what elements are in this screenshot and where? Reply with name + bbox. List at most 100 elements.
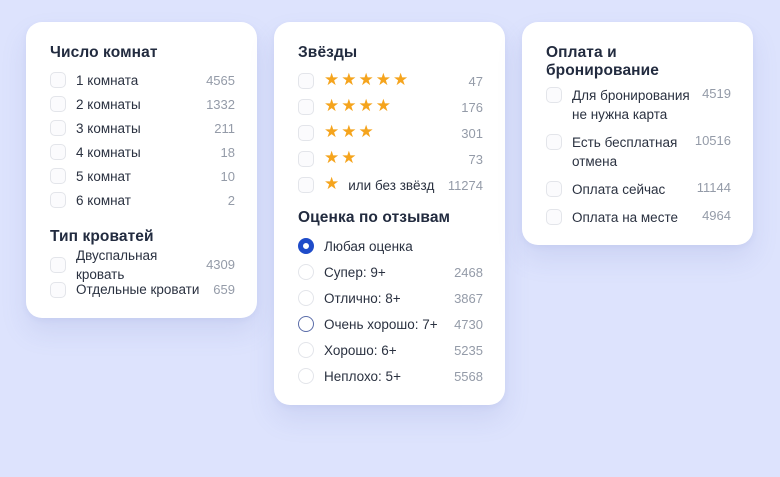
checkbox[interactable] — [50, 72, 66, 88]
room-count-option[interactable]: 6 комнат 2 — [50, 188, 235, 212]
rating-option[interactable]: Супер: 9+ 2468 — [298, 259, 483, 285]
filter-label: Очень хорошо: 7+ — [324, 316, 438, 332]
stars-rating-filter-card: Звёзды ★★★★★ 47 ★★★★ 176 ★★★ 301 ★★ 73 ★… — [274, 22, 505, 405]
beds-section-title: Тип кроватей — [50, 228, 154, 245]
star-filter-option[interactable]: ★ или без звёзд 11274 — [298, 172, 483, 198]
filter-label: Отлично: 8+ — [324, 290, 401, 306]
room-count-option[interactable]: 3 комнаты 211 — [50, 116, 235, 140]
result-count: 11144 — [696, 180, 731, 195]
rooms-filter-card: Число комнат 1 комната 4565 2 комнаты 13… — [26, 22, 257, 318]
four-stars-icon: ★★★★ — [324, 95, 393, 116]
bed-type-option[interactable]: Двуспальная кровать 4309 — [50, 248, 235, 282]
one-star-icon: ★ — [324, 173, 342, 194]
filter-label: Любая оценка — [324, 238, 413, 254]
filter-label: 2 комнаты — [76, 96, 141, 112]
radio-button[interactable] — [298, 264, 314, 280]
checkbox[interactable] — [50, 281, 66, 298]
room-count-option[interactable]: 2 комнаты 1332 — [50, 92, 235, 116]
room-count-option[interactable]: 5 комнат 10 — [50, 164, 235, 188]
filter-label: 3 комнаты — [76, 120, 141, 136]
rooms-section-title: Число комнат — [50, 44, 158, 61]
checkbox[interactable] — [298, 177, 314, 193]
two-stars-icon: ★★ — [324, 147, 359, 168]
filter-label: Двуспальная кровать — [76, 247, 158, 282]
result-count: 73 — [468, 151, 483, 167]
result-count: 3867 — [454, 290, 483, 306]
result-count: 211 — [214, 120, 235, 136]
checkbox[interactable] — [546, 134, 562, 150]
bed-type-option[interactable]: Отдельные кровати 659 — [50, 277, 235, 302]
result-count: 4309 — [206, 257, 235, 272]
rating-option[interactable]: Хорошо: 6+ 5235 — [298, 337, 483, 363]
filter-label: 1 комната — [76, 72, 139, 88]
radio-button[interactable] — [298, 342, 314, 358]
three-stars-icon: ★★★ — [324, 121, 376, 142]
result-count: 4565 — [206, 72, 235, 88]
checkbox[interactable] — [298, 125, 314, 141]
checkbox[interactable] — [50, 96, 66, 112]
checkbox[interactable] — [298, 151, 314, 167]
star-filter-option[interactable]: ★★★★★ 47 — [298, 68, 483, 94]
rating-option[interactable]: Очень хорошо: 7+ 4730 — [298, 311, 483, 337]
review-rating-section-title: Оценка по отзывам — [298, 209, 451, 226]
radio-button[interactable] — [298, 290, 314, 306]
result-count: 2468 — [454, 264, 483, 280]
result-count: 18 — [220, 144, 235, 160]
filter-label: Оплата на месте — [572, 210, 678, 225]
payment-option[interactable]: Для бронирования не нужна карта 4519 — [546, 86, 731, 124]
checkbox[interactable] — [546, 87, 562, 103]
result-count: 301 — [461, 125, 483, 141]
result-count: 4964 — [702, 208, 731, 223]
filter-label: или без звёзд — [348, 177, 435, 193]
result-count: 2 — [227, 192, 235, 208]
payment-filter-card: Оплата и бронирование Для бронирования н… — [522, 22, 753, 245]
result-count: 10516 — [694, 133, 731, 148]
filter-label: 6 комнат — [76, 192, 131, 208]
radio-button-hovered[interactable] — [298, 316, 314, 332]
payment-option[interactable]: Оплата на месте 4964 — [546, 208, 731, 227]
filter-label: Хорошо: 6+ — [324, 342, 397, 358]
radio-button[interactable] — [298, 368, 314, 384]
checkbox[interactable] — [546, 209, 562, 225]
filter-label: Супер: 9+ — [324, 264, 386, 280]
payment-option[interactable]: Оплата сейчас 11144 — [546, 180, 731, 199]
result-count: 5568 — [454, 368, 483, 384]
filter-label: 4 комнаты — [76, 144, 141, 160]
filter-label: Для бронирования не нужна карта — [572, 88, 690, 122]
result-count: 11274 — [447, 177, 483, 193]
filter-label: Оплата сейчас — [572, 182, 666, 197]
result-count: 4730 — [454, 316, 483, 332]
room-count-option[interactable]: 1 комната 4565 — [50, 68, 235, 92]
star-filter-option[interactable]: ★★★ 301 — [298, 120, 483, 146]
star-filter-option[interactable]: ★★ 73 — [298, 146, 483, 172]
result-count: 659 — [213, 282, 235, 297]
payment-section-title: Оплата и бронирование — [546, 44, 659, 79]
rating-option[interactable]: Любая оценка — [298, 233, 483, 259]
filter-label: 5 комнат — [76, 168, 131, 184]
checkbox[interactable] — [50, 144, 66, 160]
checkbox[interactable] — [50, 120, 66, 136]
checkbox[interactable] — [546, 181, 562, 197]
result-count: 5235 — [454, 342, 483, 358]
five-stars-icon: ★★★★★ — [324, 69, 411, 90]
checkbox[interactable] — [50, 168, 66, 184]
star-filter-option[interactable]: ★★★★ 176 — [298, 94, 483, 120]
payment-option[interactable]: Есть бесплатная отмена 10516 — [546, 133, 731, 171]
filter-label: Есть бесплатная отмена — [572, 135, 678, 169]
checkbox[interactable] — [298, 73, 314, 89]
filter-label: Отдельные кровати — [76, 282, 200, 297]
checkbox[interactable] — [298, 99, 314, 115]
result-count: 176 — [461, 99, 483, 115]
rating-option[interactable]: Неплохо: 5+ 5568 — [298, 363, 483, 389]
result-count: 1332 — [206, 96, 235, 112]
result-count: 47 — [468, 73, 483, 89]
room-count-option[interactable]: 4 комнаты 18 — [50, 140, 235, 164]
result-count: 4519 — [702, 86, 731, 101]
checkbox[interactable] — [50, 256, 66, 273]
filter-label: Неплохо: 5+ — [324, 368, 401, 384]
radio-button-selected[interactable] — [298, 238, 314, 254]
checkbox[interactable] — [50, 192, 66, 208]
rating-option[interactable]: Отлично: 8+ 3867 — [298, 285, 483, 311]
stars-section-title: Звёзды — [298, 44, 358, 61]
